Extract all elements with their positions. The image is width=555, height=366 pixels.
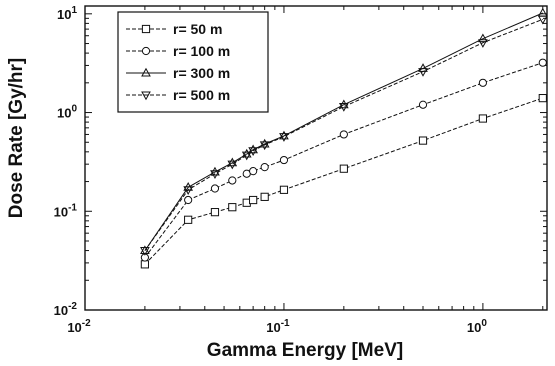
plot-frame xyxy=(84,5,548,311)
series-4 xyxy=(140,15,548,256)
series-2 xyxy=(140,58,547,262)
data-point xyxy=(259,141,270,151)
data-point xyxy=(210,208,220,217)
legend-label: r= 500 m xyxy=(173,87,230,103)
data-point xyxy=(184,215,193,224)
y-tick-label-base: 10 xyxy=(54,204,68,219)
series-1 xyxy=(140,94,547,269)
legend-marker xyxy=(141,46,151,56)
data-point xyxy=(210,166,220,176)
y-tick-label-exponent: 0 xyxy=(71,104,77,115)
data-point xyxy=(538,94,547,103)
data-point xyxy=(210,184,220,193)
data-point xyxy=(538,58,547,67)
data-point xyxy=(140,247,150,256)
data-point xyxy=(248,144,258,154)
x-tick-label-exponent: 0 xyxy=(481,318,487,329)
series-line xyxy=(144,12,543,251)
data-point xyxy=(478,33,488,43)
x-tick-label-base: 10 xyxy=(266,320,280,335)
series-line xyxy=(144,97,543,265)
data-point xyxy=(478,39,488,48)
data-point xyxy=(228,176,237,185)
data-point xyxy=(249,167,258,176)
y-tick-label-base: 10 xyxy=(54,303,68,318)
legend-label: r= 300 m xyxy=(173,65,230,81)
data-point xyxy=(227,160,238,170)
data-point xyxy=(228,203,237,212)
legend-marker xyxy=(141,67,151,77)
y-tick-label: 100 xyxy=(57,104,77,121)
legend-marker xyxy=(141,24,151,34)
series-line xyxy=(144,62,543,258)
data-point xyxy=(260,163,269,172)
y-tick-label-base: 10 xyxy=(57,7,71,22)
x-tick-label: 10-2 xyxy=(67,318,91,335)
x-tick-label-base: 10 xyxy=(67,320,81,335)
y-tick-label: 10-2 xyxy=(54,301,78,318)
data-point xyxy=(339,130,348,139)
y-axis-title: Dose Rate [Gy/hr] xyxy=(6,58,27,218)
data-point xyxy=(140,260,149,269)
data-point xyxy=(140,245,150,255)
x-tick-label-base: 10 xyxy=(467,320,481,335)
data-point xyxy=(227,157,238,167)
x-tick-label-exponent: -2 xyxy=(82,318,91,329)
series-line xyxy=(144,18,543,251)
y-tick-label: 10-1 xyxy=(54,202,78,219)
data-point xyxy=(418,68,428,77)
y-tick-label-exponent: -1 xyxy=(68,202,77,213)
data-point xyxy=(478,78,487,87)
data-point xyxy=(260,192,269,201)
data-point xyxy=(339,164,348,173)
x-axis-title: Gamma Energy [MeV] xyxy=(207,340,403,361)
data-point xyxy=(338,103,349,112)
y-tick-label: 101 xyxy=(57,5,77,22)
data-point xyxy=(248,147,258,157)
legend-label: r= 50 m xyxy=(173,21,222,37)
data-point xyxy=(279,133,289,142)
data-point xyxy=(249,195,258,205)
data-point xyxy=(418,136,428,145)
data-point xyxy=(279,155,289,165)
data-point xyxy=(279,185,289,194)
data-point xyxy=(184,195,193,205)
data-point xyxy=(183,186,194,196)
legend-label: r= 100 m xyxy=(173,43,230,59)
data-point xyxy=(210,170,220,179)
x-tick-label-exponent: -1 xyxy=(281,318,290,329)
y-tick-label-base: 10 xyxy=(57,106,71,121)
data-point xyxy=(537,15,548,25)
data-point xyxy=(241,151,252,161)
legend-marker xyxy=(141,91,151,101)
x-tick-label: 100 xyxy=(467,318,487,335)
data-point xyxy=(418,100,428,109)
data-point xyxy=(478,114,487,123)
y-tick-label-exponent: 1 xyxy=(71,5,77,16)
y-tick-label-exponent: -2 xyxy=(68,301,77,312)
data-point xyxy=(338,99,349,109)
data-point xyxy=(259,138,270,148)
x-tick-label: 10-1 xyxy=(266,318,290,335)
